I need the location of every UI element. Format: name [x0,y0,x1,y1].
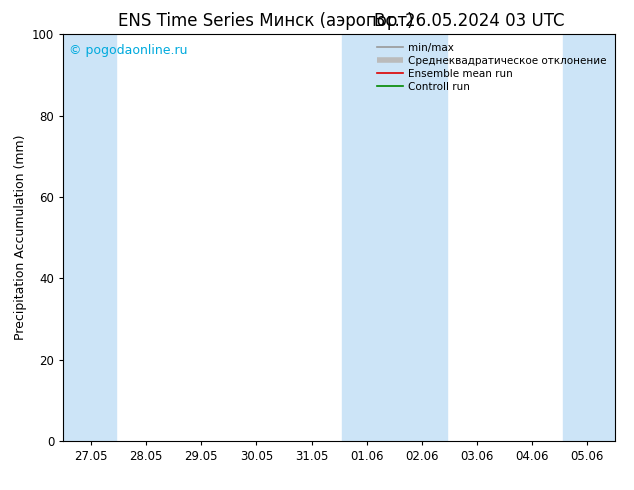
Text: © pogodaonline.ru: © pogodaonline.ru [69,45,188,57]
Text: ENS Time Series Минск (аэропорт): ENS Time Series Минск (аэропорт) [119,12,414,30]
Bar [63,34,116,441]
Y-axis label: Precipitation Accumulation (mm): Precipitation Accumulation (mm) [13,135,27,341]
Legend: min/max, Среднеквадратическое отклонение, Ensemble mean run, Controll run: min/max, Среднеквадратическое отклонение… [374,40,610,95]
Bar [562,34,621,441]
Bar [342,34,447,441]
Text: Вс. 26.05.2024 03 UTC: Вс. 26.05.2024 03 UTC [374,12,564,30]
